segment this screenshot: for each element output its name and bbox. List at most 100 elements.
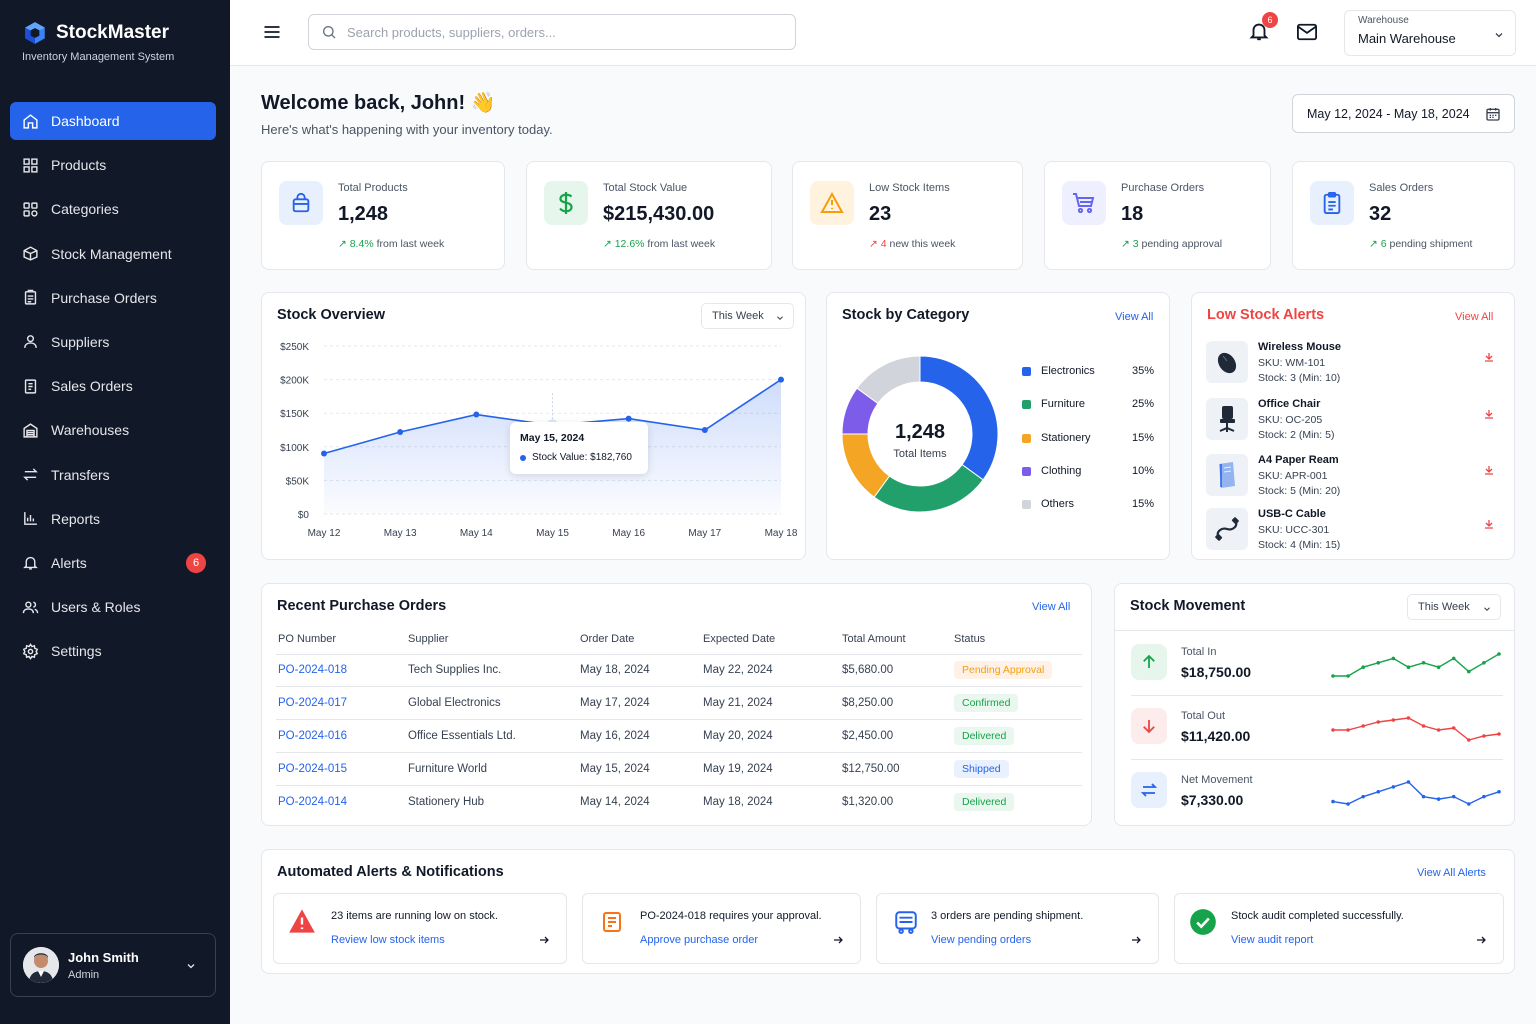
arrow-down-icon (1143, 720, 1155, 734)
date-range-picker[interactable]: May 12, 2024 - May 18, 2024 (1292, 94, 1515, 133)
low-stock-item[interactable]: A4 Paper Ream SKU: APR-001 Stock: 5 (Min… (1206, 454, 1506, 506)
clipboard-list-icon (1323, 192, 1341, 215)
donut-total-label: Total Items (893, 448, 947, 460)
orders-view-all-link[interactable]: View All (1032, 601, 1071, 613)
sidebar-item-users-roles[interactable]: Users & Roles (10, 588, 216, 626)
app-logo[interactable]: StockMaster (22, 20, 169, 46)
notification-audit[interactable]: Stock audit completed successfully. View… (1174, 893, 1504, 964)
sidebar-item-dashboard[interactable]: Dashboard (10, 102, 216, 140)
notification-shipment[interactable]: 3 orders are pending shipment. View pend… (876, 893, 1159, 964)
sparkline-point (1436, 797, 1441, 801)
user-profile-card[interactable]: John Smith Admin (10, 933, 216, 997)
transfer-icon (1140, 783, 1158, 797)
stat-card-purchase-orders[interactable]: Purchase Orders 18 ↗ 3 pending approval (1044, 161, 1271, 270)
table-row[interactable]: PO-2024-016 Office Essentials Ltd. May 1… (276, 719, 1082, 753)
notification-link[interactable]: Review low stock items (331, 934, 445, 946)
period-select[interactable]: This Week (701, 303, 794, 329)
sidebar-item-alerts[interactable]: Alerts 6 (10, 544, 216, 582)
low-stock-item[interactable]: Wireless Mouse SKU: WM-101 Stock: 3 (Min… (1206, 341, 1506, 393)
alerts-view-all-link[interactable]: View All Alerts (1417, 867, 1486, 879)
trend-up-icon: ↗ (1369, 238, 1381, 250)
notifications-button[interactable]: 6 (1248, 12, 1278, 45)
alert-product-name: Wireless Mouse (1258, 341, 1342, 353)
warehouse-select[interactable]: Warehouse Main Warehouse (1344, 10, 1516, 56)
column-header[interactable]: Expected Date (701, 624, 840, 655)
sparkline-point (1361, 794, 1365, 799)
stat-card-total-products[interactable]: Total Products 1,248 ↗ 8.4% from last we… (261, 161, 505, 270)
sidebar-item-settings[interactable]: Settings (10, 632, 216, 670)
search-bar[interactable] (308, 14, 796, 50)
notification-link[interactable]: View audit report (1231, 934, 1314, 946)
status-badge: Confirmed (954, 694, 1019, 713)
low-stock-item[interactable]: Office Chair SKU: OC-205 Stock: 2 (Min: … (1206, 398, 1506, 450)
data-point (397, 429, 404, 436)
low-stock-indicator-icon (1485, 410, 1493, 419)
movement-icon-bg (1131, 644, 1167, 680)
po-number-link[interactable]: PO-2024-016 (276, 719, 406, 753)
movement-row-total-out: Total Out $11,420.00 (1115, 694, 1515, 758)
notification-link[interactable]: View pending orders (931, 934, 1032, 946)
table-row[interactable]: PO-2024-015 Furniture World May 15, 2024… (276, 752, 1082, 786)
trend-up-icon: ↗ (1121, 238, 1133, 250)
low-stock-view-all-link[interactable]: View All (1455, 311, 1494, 323)
sidebar-item-sales-orders[interactable]: Sales Orders (10, 367, 216, 405)
legend-pct: 15% (1131, 432, 1154, 444)
column-header[interactable]: Total Amount (840, 624, 952, 655)
menu-icon[interactable] (262, 22, 282, 42)
movement-row-net: Net Movement $7,330.00 (1115, 758, 1515, 822)
stat-card-low-stock-items[interactable]: Low Stock Items 23 ↗ 4 new this week (792, 161, 1023, 270)
messages-button[interactable] (1296, 22, 1318, 45)
notification-approval[interactable]: PO-2024-018 requires your approval. Appr… (582, 893, 861, 964)
search-input[interactable] (347, 24, 747, 40)
stat-value: 32 (1369, 203, 1392, 225)
category-view-all-link[interactable]: View All (1115, 311, 1154, 323)
sparkline-point (1391, 656, 1396, 661)
column-header[interactable]: Supplier (406, 624, 578, 655)
legend-swatch (1022, 499, 1031, 509)
table-row[interactable]: PO-2024-017 Global Electronics May 17, 2… (276, 686, 1082, 721)
users-icon (22, 601, 39, 613)
status-badge: Delivered (954, 726, 1015, 745)
notification-link[interactable]: Approve purchase order (640, 934, 759, 946)
arrow-right-icon[interactable] (1130, 934, 1142, 946)
sidebar-item-reports[interactable]: Reports (10, 500, 216, 538)
sidebar-item-products[interactable]: Products (10, 146, 216, 184)
sidebar-item-stock-management[interactable]: Stock Management (10, 235, 216, 273)
mail-icon (1297, 23, 1317, 41)
sidebar-item-warehouses[interactable]: Warehouses (10, 411, 216, 449)
po-number-link[interactable]: PO-2024-018 (276, 654, 406, 688)
stat-card-sales-orders[interactable]: Sales Orders 32 ↗ 6 pending shipment (1292, 161, 1515, 270)
sidebar-item-categories[interactable]: Categories (10, 190, 216, 228)
sidebar-item-transfers[interactable]: Transfers (10, 456, 216, 494)
supplier-cell: Furniture World (406, 752, 578, 786)
sparkline-total-in (1331, 652, 1501, 678)
notification-low-stock[interactable]: 23 items are running low on stock. Revie… (273, 893, 567, 964)
notification-text: 23 items are running low on stock. (331, 910, 498, 922)
user-info: John Smith Admin (68, 950, 139, 981)
table-row[interactable]: PO-2024-014 Stationery Hub May 14, 2024 … (276, 785, 1082, 818)
column-header[interactable]: Order Date (578, 624, 701, 655)
arrow-right-icon[interactable] (538, 934, 550, 946)
column-header[interactable]: PO Number (276, 624, 406, 655)
arrow-right-icon[interactable] (832, 934, 844, 946)
column-header[interactable]: Status (952, 624, 1082, 655)
sparkline-point (1421, 661, 1426, 665)
stat-card-total-stock-value[interactable]: Total Stock Value $215,430.00 ↗ 12.6% fr… (526, 161, 772, 270)
sparkline-point (1451, 656, 1456, 661)
arrow-right-icon[interactable] (1475, 934, 1487, 946)
sidebar-item-suppliers[interactable]: Suppliers (10, 323, 216, 361)
po-number-link[interactable]: PO-2024-015 (276, 752, 406, 786)
stat-value: 1,248 (338, 203, 389, 225)
low-stock-item[interactable]: USB-C Cable SKU: UCC-301 Stock: 4 (Min: … (1206, 508, 1506, 560)
expected-date-cell: May 19, 2024 (701, 752, 840, 786)
po-number-link[interactable]: PO-2024-017 (276, 686, 406, 721)
movement-period-select[interactable]: This Week (1407, 594, 1501, 620)
stat-value: $215,430.00 (603, 203, 715, 225)
automated-alerts-card: Automated Alerts & Notifications View Al… (261, 849, 1515, 974)
chevron-down-icon[interactable] (185, 960, 197, 972)
sparkline-point (1467, 802, 1471, 806)
sidebar-item-purchase-orders[interactable]: Purchase Orders (10, 279, 216, 317)
supplier-cell: Office Essentials Ltd. (406, 719, 578, 753)
po-number-link[interactable]: PO-2024-014 (278, 795, 348, 808)
table-row[interactable]: PO-2024-018 Tech Supplies Inc. May 18, 2… (276, 654, 1082, 688)
